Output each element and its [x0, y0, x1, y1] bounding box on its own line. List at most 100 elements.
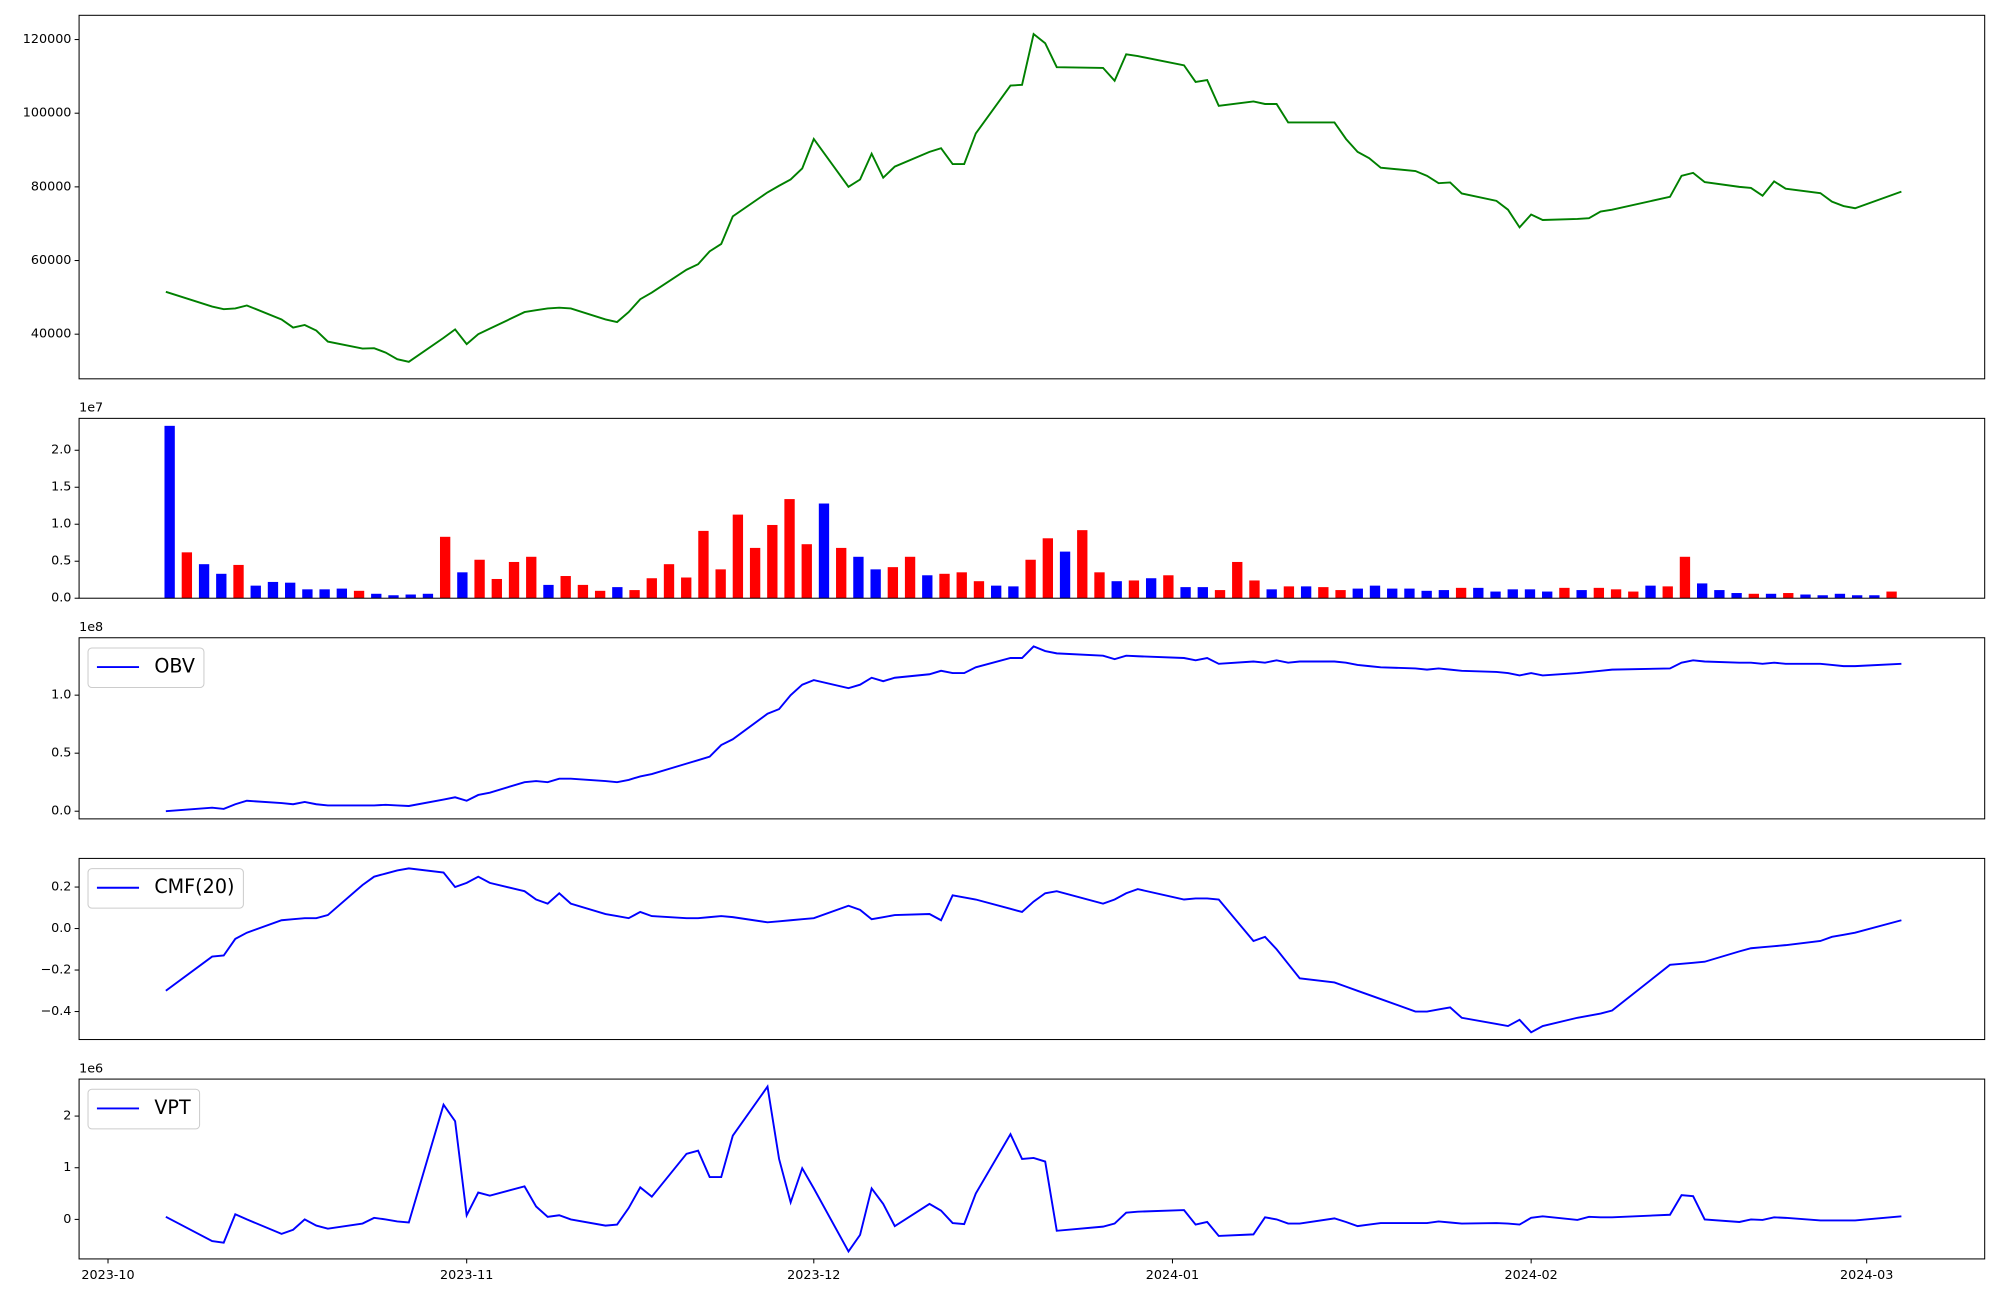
- legend-box: [87, 647, 205, 689]
- y-tick-label: 60000: [31, 253, 72, 268]
- volume-bar: [1524, 589, 1536, 599]
- volume-bar: [1335, 590, 1346, 599]
- plot-frame: [78, 417, 1986, 599]
- volume-bar: [1559, 587, 1570, 599]
- x-tick-label: 2024-03: [1840, 1268, 1893, 1283]
- volume-bar: [956, 572, 967, 599]
- volume-bar: [801, 544, 812, 599]
- volume-bar: [508, 561, 520, 599]
- volume-bar: [715, 569, 726, 599]
- volume-bar: [1197, 587, 1208, 599]
- volume-bar: [1645, 585, 1656, 599]
- volume-bar: [474, 559, 485, 599]
- volume-bar: [405, 594, 416, 599]
- volume-bar: [1576, 590, 1587, 599]
- volume-bar: [1490, 591, 1501, 599]
- legend-box: [87, 868, 244, 909]
- volume-bar: [1059, 551, 1071, 599]
- volume-bar: [1593, 587, 1605, 599]
- volume-bar: [1438, 590, 1450, 599]
- volume-bar: [1404, 588, 1415, 599]
- volume-bar: [181, 552, 193, 599]
- volume-bar: [1352, 588, 1363, 599]
- volume-bar: [371, 593, 382, 599]
- volume-bar: [1542, 591, 1553, 599]
- data-line: [165, 32, 1902, 363]
- volume-bar: [1748, 593, 1759, 599]
- legend-label: VPT: [154, 1096, 191, 1119]
- axis-offset-label: 1e8: [79, 620, 103, 635]
- volume-bar: [1128, 580, 1140, 599]
- volume-bar: [870, 569, 881, 599]
- volume-bar: [939, 573, 950, 599]
- y-tick-label: 1.0: [51, 688, 71, 703]
- y-tick-label: 0.5: [51, 746, 71, 761]
- volume-bar: [285, 582, 296, 599]
- volume-bar: [336, 588, 348, 599]
- volume-bar: [818, 503, 830, 599]
- volume-bar: [922, 575, 933, 599]
- volume-bar: [577, 584, 589, 599]
- volume-bar: [319, 589, 330, 599]
- y-tick-label: 120000: [23, 32, 72, 47]
- volume-bar: [543, 584, 554, 599]
- volume-bar: [1783, 593, 1794, 599]
- y-tick-label: 0.0: [51, 921, 71, 936]
- volume-bar: [526, 556, 537, 599]
- volume-bar: [1163, 575, 1174, 599]
- volume-bar: [887, 567, 899, 599]
- volume-bar: [973, 581, 985, 599]
- y-tick-label: 80000: [31, 179, 72, 194]
- x-tick-label: 2023-12: [787, 1268, 840, 1283]
- volume-bar: [1145, 578, 1157, 599]
- volume-bar: [1008, 586, 1019, 599]
- volume-bar: [1266, 589, 1277, 599]
- axis-offset-label: 1e6: [79, 1061, 103, 1076]
- legend-label: CMF(20): [154, 875, 234, 898]
- y-tick-label: 1.5: [51, 480, 71, 495]
- volume-bar: [422, 593, 434, 599]
- volume-bar: [594, 590, 606, 599]
- volume-bar: [1679, 556, 1691, 599]
- volume-bar: [560, 576, 571, 599]
- volume-bar: [1249, 580, 1260, 599]
- volume-bar: [991, 585, 1002, 599]
- volume-bar: [1886, 591, 1897, 599]
- y-tick-label: −0.2: [40, 963, 71, 978]
- y-tick-label: 0.5: [51, 554, 71, 569]
- volume-bar: [1283, 586, 1295, 599]
- volume-bar: [1111, 581, 1122, 599]
- volume-bar: [1214, 590, 1226, 599]
- x-tick-label: 2024-01: [1146, 1268, 1199, 1283]
- volume-bar: [784, 499, 795, 599]
- volume-bar: [1094, 572, 1105, 599]
- plot-frame: [78, 1078, 1986, 1260]
- volume-bar: [491, 578, 502, 599]
- volume-bar: [1318, 587, 1329, 599]
- volume-bar: [732, 514, 744, 599]
- plot-frame: [78, 857, 1986, 1041]
- y-tick-label: 100000: [23, 106, 72, 121]
- volume-bar: [1869, 595, 1880, 599]
- volume-bar: [1662, 586, 1673, 599]
- data-line: [165, 645, 1902, 813]
- volume-bar: [267, 581, 279, 599]
- axis-offset-label: 1e7: [79, 401, 103, 416]
- volume-bar: [439, 536, 451, 599]
- volume-bar: [388, 595, 399, 599]
- legend-box: [87, 1088, 201, 1130]
- volume-bar: [663, 564, 675, 599]
- volume-bar: [1507, 589, 1518, 599]
- volume-bar: [302, 589, 313, 599]
- volume-bar: [198, 564, 210, 599]
- volume-bar: [1610, 589, 1622, 599]
- volume-bar: [1731, 593, 1742, 599]
- volume-bar: [836, 547, 847, 599]
- volume-bar: [904, 556, 916, 599]
- legend-label: OBV: [154, 655, 195, 678]
- volume-bar: [1765, 593, 1777, 599]
- y-tick-label: 0.0: [51, 804, 71, 819]
- x-tick-label: 2024-02: [1505, 1268, 1558, 1283]
